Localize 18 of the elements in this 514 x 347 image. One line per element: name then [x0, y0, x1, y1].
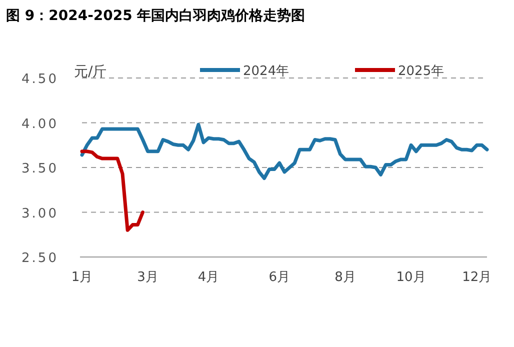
- x-tick-label: 6月: [268, 270, 290, 285]
- legend-label: 2024年: [243, 64, 290, 79]
- y-tick-label: 3.50: [22, 162, 58, 176]
- y-axis-title: 元/斤: [74, 64, 107, 80]
- x-tick-label: 12月: [462, 270, 492, 285]
- x-tick-label: 1月: [71, 270, 93, 285]
- line-series: [80, 150, 144, 232]
- y-tick-label: 2.50: [22, 251, 58, 266]
- x-tick-label: 8月: [334, 270, 356, 285]
- x-tick-label: 3月: [137, 270, 158, 285]
- x-tick-label: 4月: [198, 270, 220, 285]
- x-tick-label: 10月: [396, 270, 426, 285]
- chart-title: 图 9：2024-2025 年国内白羽肉鸡价格走势图: [6, 8, 306, 24]
- y-tick-label: 4.00: [22, 116, 58, 132]
- line-series: [80, 122, 489, 180]
- legend-label: 2025年: [398, 64, 444, 79]
- y-tick-label: 3.00: [22, 206, 58, 222]
- y-tick-label: 4.50: [22, 72, 58, 87]
